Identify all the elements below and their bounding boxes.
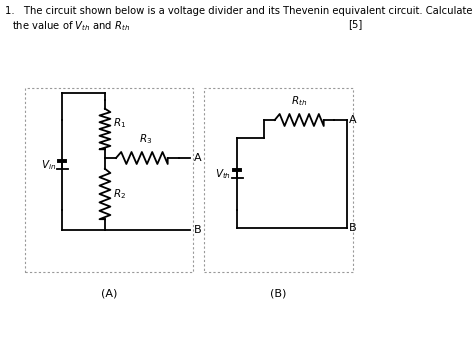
Text: $R_1$: $R_1$ — [113, 116, 126, 130]
Text: (B): (B) — [270, 288, 286, 298]
Text: A: A — [349, 115, 356, 125]
Text: [5]: [5] — [348, 19, 362, 29]
Text: 1.   The circuit shown below is a voltage divider and its Thevenin equivalent ci: 1. The circuit shown below is a voltage … — [5, 6, 473, 16]
Text: $R_2$: $R_2$ — [113, 187, 126, 201]
Text: the value of $V_{th}$ and $R_{th}$: the value of $V_{th}$ and $R_{th}$ — [12, 19, 130, 33]
Bar — [25, 88, 193, 272]
Text: $R_3$: $R_3$ — [139, 132, 152, 146]
Text: $R_{th}$: $R_{th}$ — [291, 94, 307, 108]
Bar — [204, 88, 353, 272]
Text: $V_{th}$: $V_{th}$ — [215, 167, 231, 181]
Text: (A): (A) — [100, 288, 117, 298]
Text: B: B — [349, 223, 356, 233]
Text: A: A — [193, 153, 201, 163]
Text: $V_{in}$: $V_{in}$ — [41, 158, 56, 172]
Text: B: B — [193, 225, 201, 235]
